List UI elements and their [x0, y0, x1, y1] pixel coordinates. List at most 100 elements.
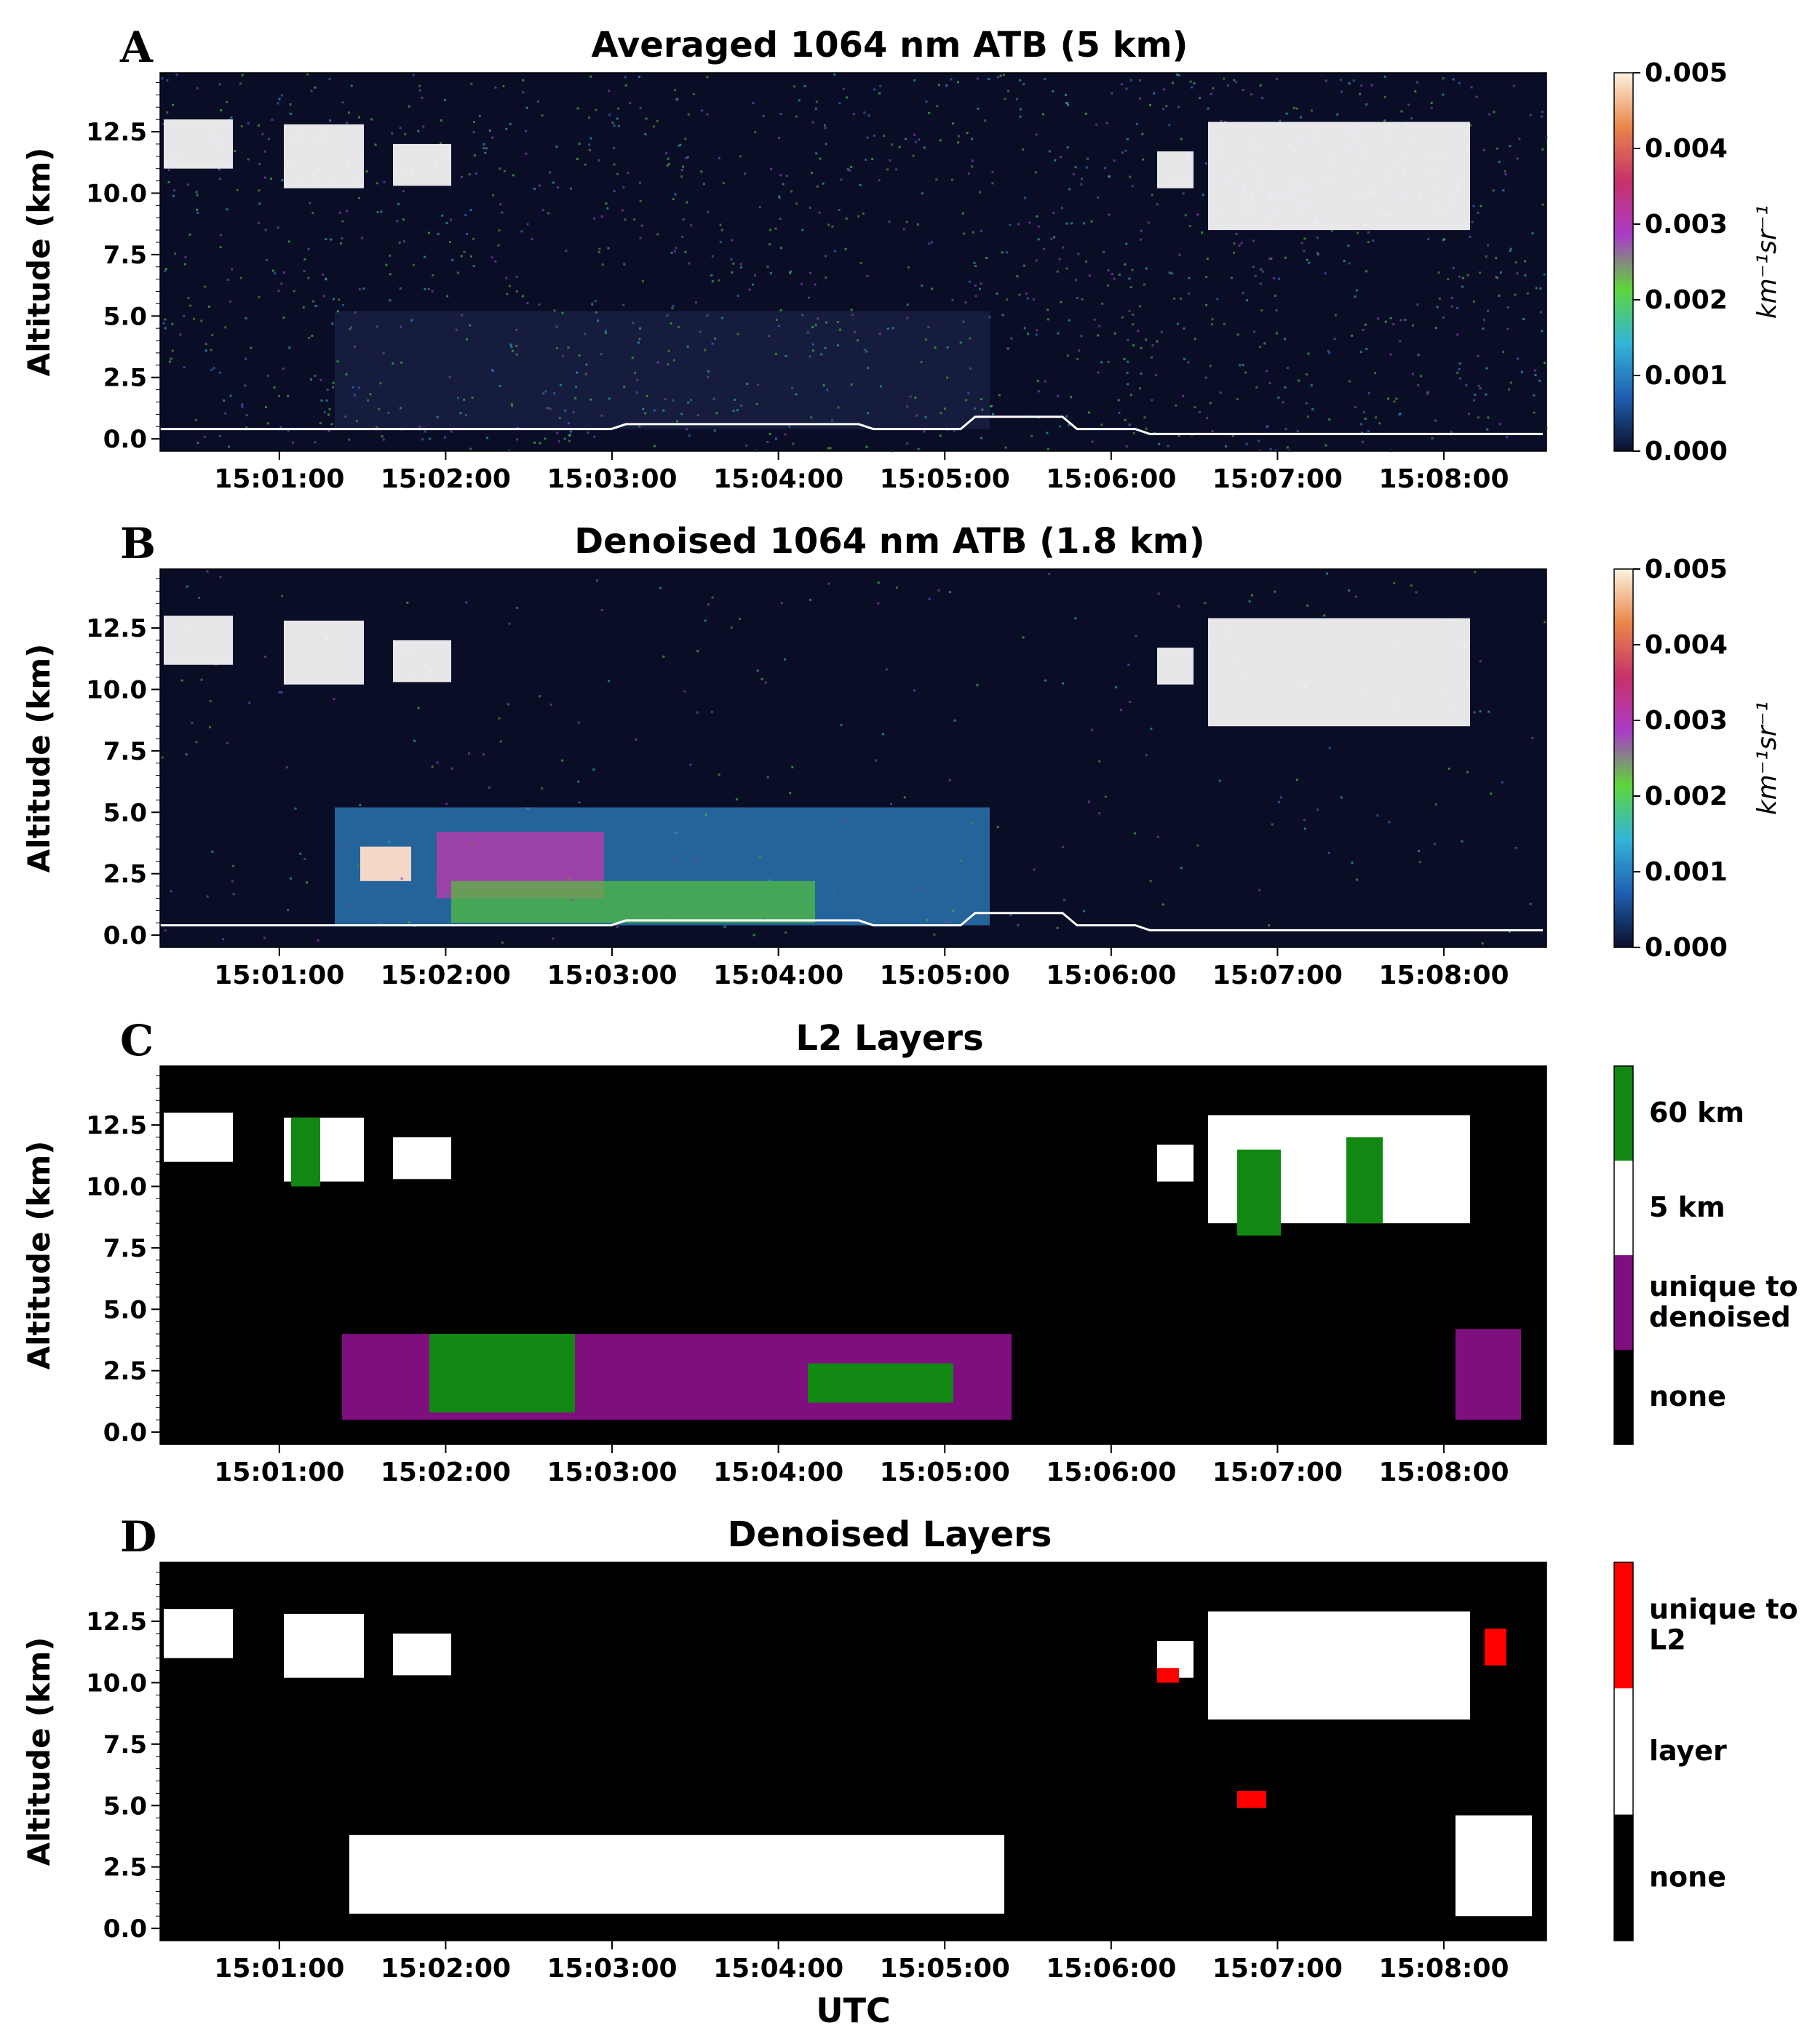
panel-d: 0.02.55.07.510.012.515:01:00 15:02:00 15:0…: [21, 1512, 1798, 2030]
noise-speckle: [838, 209, 841, 211]
noise-speckle: [402, 240, 405, 243]
noise-speckle: [220, 109, 223, 112]
noise-speckle: [596, 579, 598, 582]
noise-speckle: [1352, 79, 1355, 82]
noise-speckle: [349, 903, 352, 906]
noise-speckle: [340, 242, 343, 245]
noise-speckle: [611, 122, 614, 124]
noise-speckle: [923, 146, 926, 149]
noise-speckle: [1506, 306, 1509, 309]
noise-speckle: [382, 438, 385, 441]
noise-speckle: [309, 202, 311, 204]
noise-speckle: [450, 430, 453, 433]
noise-speckle: [1132, 344, 1135, 347]
noise-speckle: [589, 137, 592, 140]
noise-speckle: [970, 822, 973, 824]
x-axis-label: UTC: [816, 1991, 891, 2030]
noise-speckle: [568, 877, 571, 880]
noise-speckle: [1183, 357, 1185, 360]
noise-speckle: [1376, 814, 1379, 817]
noise-speckle: [764, 681, 767, 684]
noise-speckle: [746, 382, 749, 385]
noise-speckle: [1355, 289, 1358, 292]
noise-speckle: [1438, 297, 1441, 300]
noise-speckle: [913, 79, 916, 81]
noise-speckle: [1080, 335, 1083, 338]
noise-speckle: [1158, 442, 1161, 445]
y-tick-label: 2.5: [103, 860, 147, 889]
noise-speckle: [1218, 779, 1221, 782]
noise-speckle: [916, 223, 919, 226]
noise-speckle: [1500, 271, 1502, 274]
noise-speckle: [871, 157, 874, 160]
noise-speckle: [424, 430, 426, 433]
noise-speckle: [1059, 425, 1062, 428]
noise-speckle: [1456, 306, 1458, 309]
noise-speckle: [196, 211, 199, 214]
noise-speckle: [1167, 445, 1169, 448]
noise-speckle: [684, 251, 687, 253]
noise-speckle: [333, 298, 335, 301]
noise-speckle: [1359, 92, 1361, 95]
noise-speckle: [877, 581, 880, 584]
noise-speckle: [936, 105, 939, 108]
unique-l2-region: [1237, 1791, 1266, 1808]
noise-speckle: [1091, 440, 1094, 443]
noise-speckle: [969, 367, 972, 370]
noise-speckle: [183, 366, 186, 369]
noise-speckle: [1238, 244, 1241, 247]
noise-speckle: [1046, 448, 1049, 450]
panel-title: Denoised Layers: [728, 1514, 1052, 1555]
noise-speckle: [774, 352, 777, 355]
colorbar-label: km⁻¹sr⁻¹: [1752, 701, 1782, 815]
noise-speckle: [1512, 84, 1515, 87]
noise-speckle: [686, 156, 689, 159]
noise-speckle: [664, 398, 667, 401]
noise-speckle: [1417, 383, 1420, 386]
noise-speckle: [600, 215, 603, 218]
noise-speckle: [358, 288, 361, 290]
legend-label: 5 km: [1649, 1191, 1725, 1223]
noise-speckle: [455, 328, 458, 331]
noise-speckle: [557, 440, 560, 442]
noise-speckle: [1501, 781, 1504, 784]
noise-speckle: [515, 328, 518, 331]
noise-speckle: [1033, 868, 1036, 871]
x-tick-label: 15:03:00: [547, 1458, 677, 1487]
noise-speckle: [357, 864, 360, 867]
noise-speckle: [418, 89, 421, 92]
noise-speckle: [675, 247, 678, 250]
noise-speckle: [261, 132, 264, 135]
noise-speckle: [353, 394, 356, 397]
noise-speckle: [622, 186, 625, 188]
noise-speckle: [740, 405, 743, 407]
noise-speckle: [1259, 84, 1262, 87]
noise-speckle: [1176, 73, 1179, 76]
noise-speckle: [622, 303, 625, 306]
noise-speckle: [1492, 189, 1495, 192]
noise-speckle: [1259, 282, 1262, 285]
noise-speckle: [1266, 370, 1268, 373]
cirrus-cloud: [393, 1633, 451, 1676]
noise-speckle: [333, 698, 335, 701]
x-tick-label: 15:08:00: [1378, 961, 1509, 990]
noise-speckle: [1306, 373, 1308, 375]
noise-speckle: [1100, 361, 1103, 364]
noise-speckle: [1506, 327, 1509, 330]
noise-speckle: [512, 349, 514, 352]
noise-speckle: [499, 740, 502, 743]
noise-speckle: [790, 190, 793, 193]
noise-speckle: [857, 339, 859, 342]
noise-speckle: [1046, 318, 1049, 321]
noise-speckle: [515, 345, 518, 347]
noise-speckle: [1108, 175, 1111, 178]
noise-speckle: [1140, 372, 1143, 375]
noise-speckle: [1178, 253, 1181, 256]
noise-speckle: [229, 394, 232, 397]
noise-speckle: [1149, 880, 1152, 883]
noise-speckle: [851, 314, 854, 317]
noise-speckle: [402, 190, 405, 193]
noise-speckle: [281, 594, 284, 597]
noise-speckle: [289, 112, 292, 115]
